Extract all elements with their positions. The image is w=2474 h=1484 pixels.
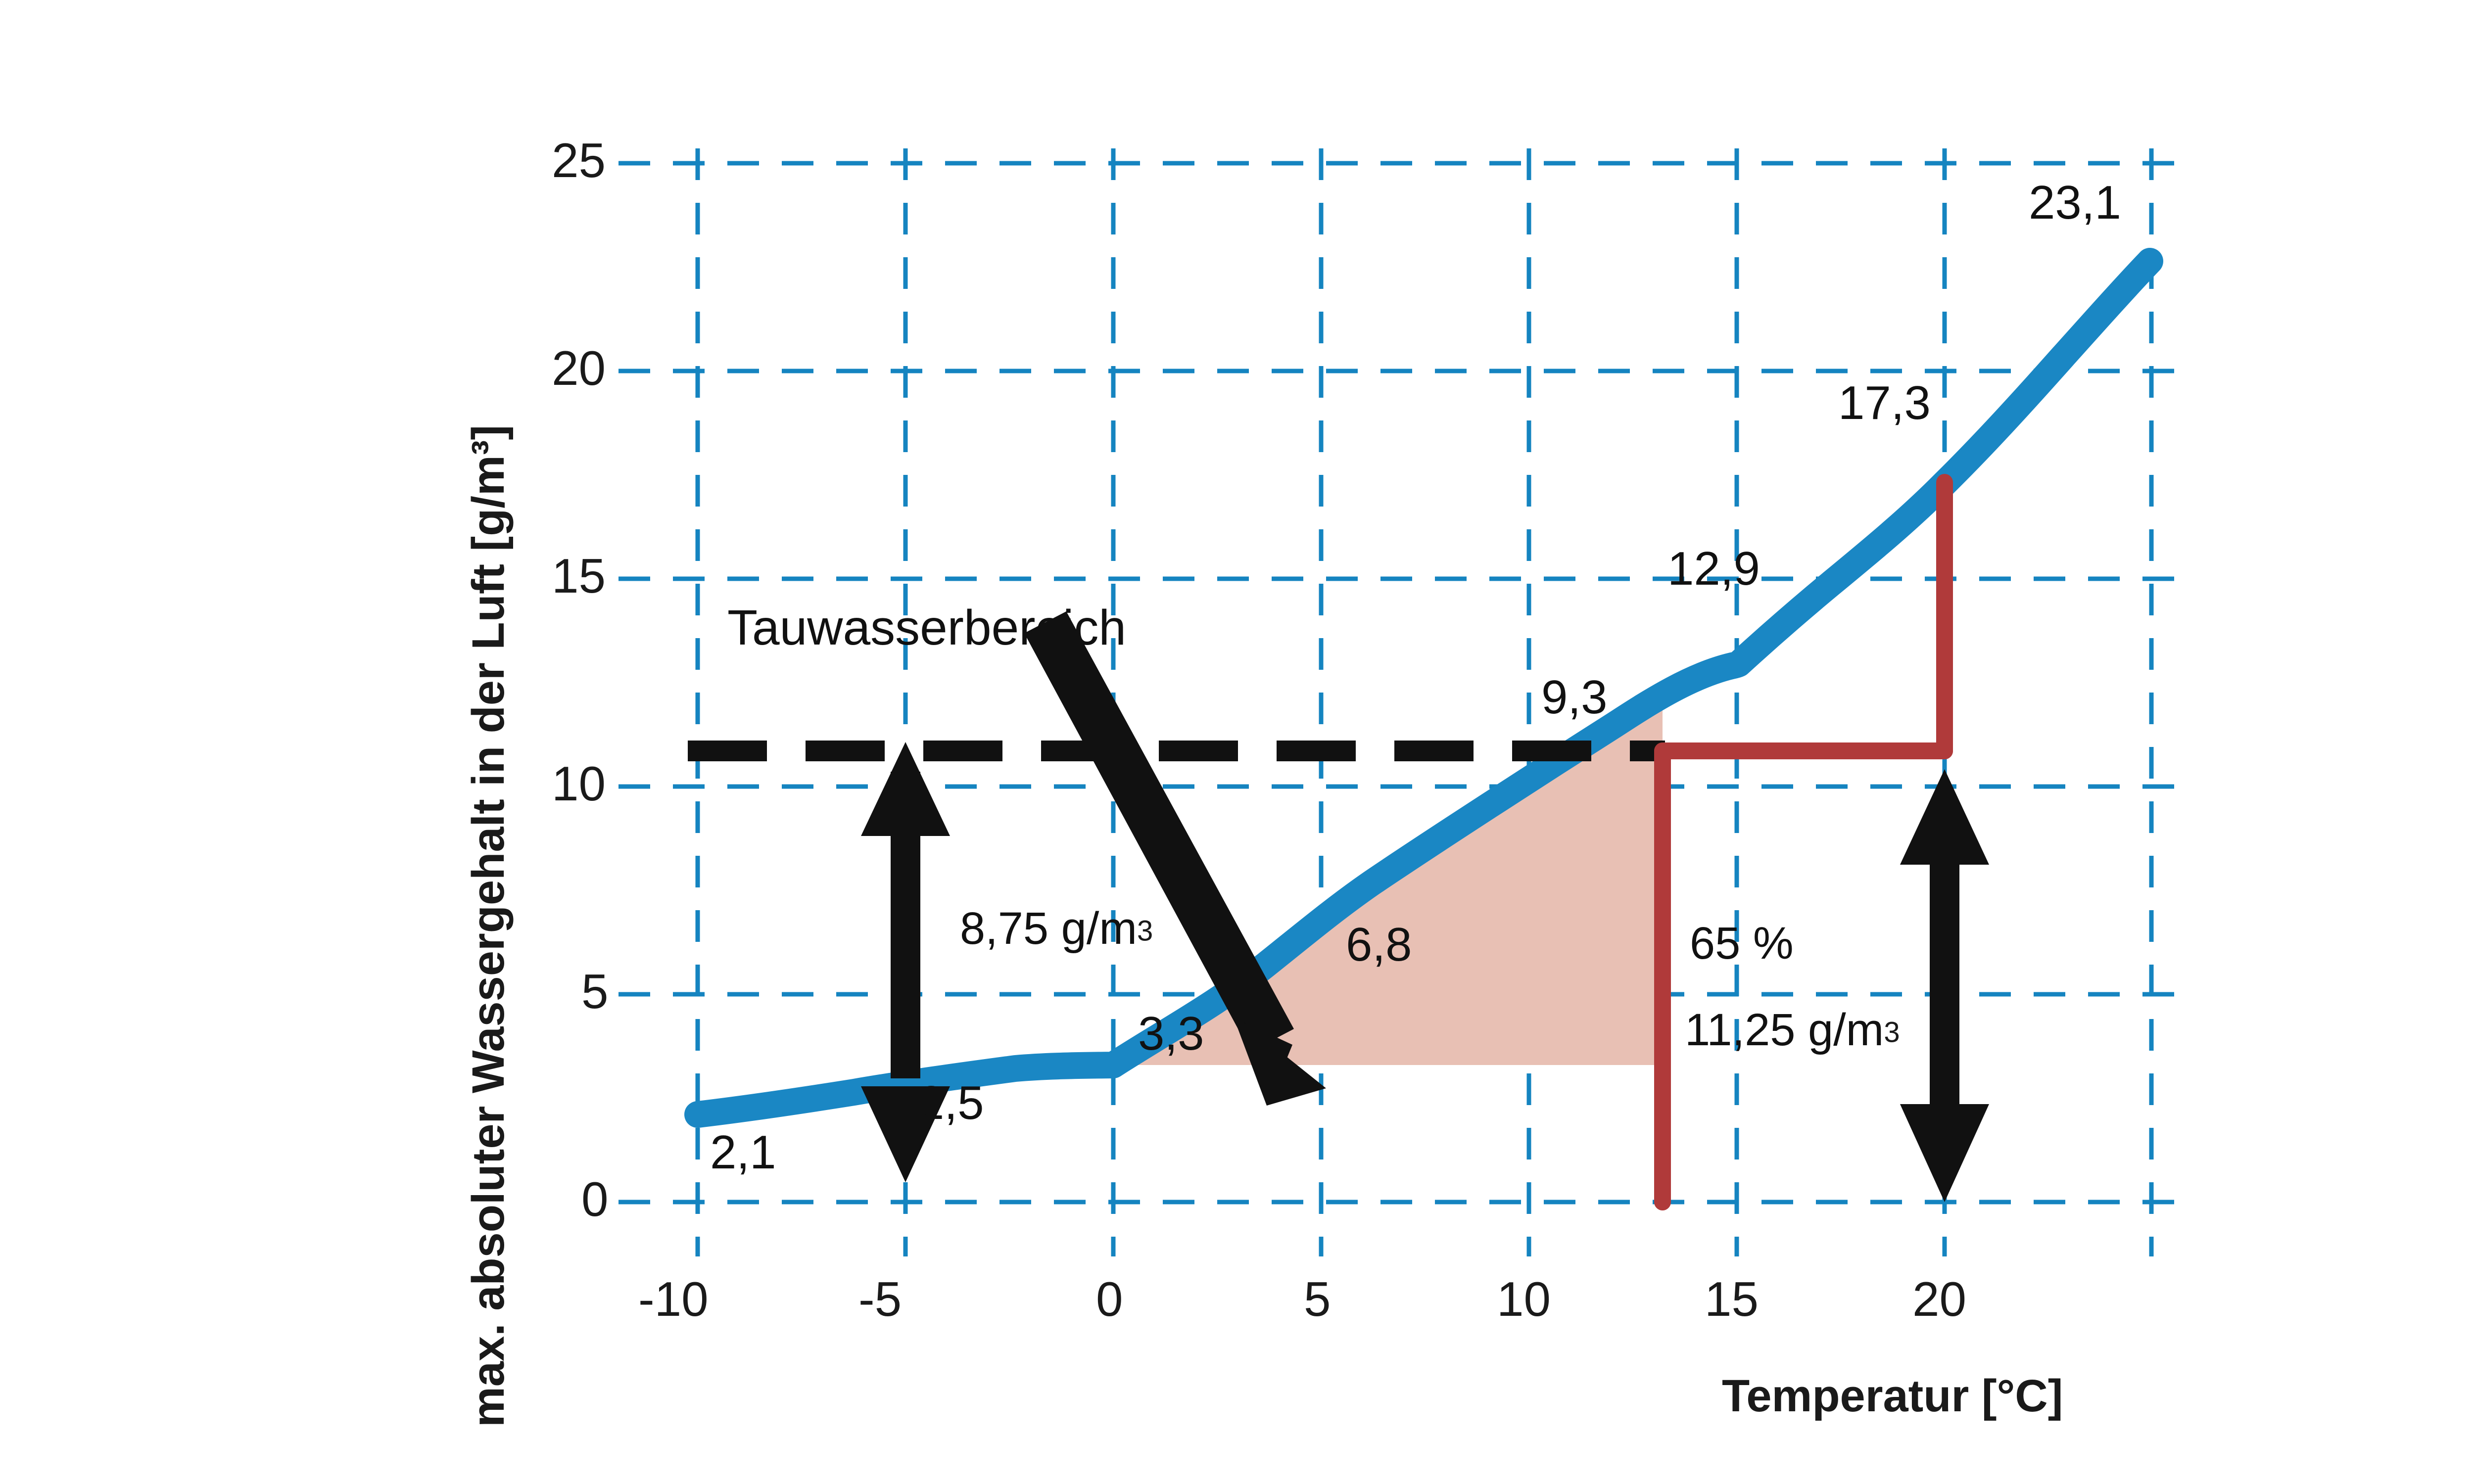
y-tick-25: 25: [552, 133, 606, 187]
absolute-humidity-value: 11,25 g/m: [1685, 1005, 1884, 1055]
delta-left-label: 8,75 g/m3: [960, 903, 1153, 955]
point-label-17-3: 17,3: [1838, 376, 1931, 429]
x-tick--5: -5: [858, 1272, 902, 1326]
point-label-3-3: 3,3: [1138, 1007, 1204, 1060]
point-label-6-8: 6,8: [1346, 918, 1412, 971]
y-tick-5: 5: [581, 964, 609, 1019]
x-tick-10: 10: [1497, 1272, 1551, 1326]
tauwasserbereich-label: Tauwasserbereich: [727, 600, 1126, 655]
x-tick--10: -10: [638, 1272, 709, 1326]
absolute-humidity-label: 11,25 g/m3: [1685, 1004, 1900, 1056]
y-tick-10: 10: [552, 756, 606, 811]
room-air-path: [1654, 474, 1953, 1210]
x-tick-20: 20: [1912, 1272, 1967, 1326]
y-tick-20: 20: [552, 341, 606, 395]
humidity-percent-label: 65 %: [1690, 918, 1794, 969]
y-tick-0: 0: [581, 1172, 609, 1226]
point-label-23-1: 23,1: [2029, 176, 2121, 229]
point-label-2-5: 2,5: [918, 1076, 984, 1129]
x-tick-5: 5: [1304, 1272, 1331, 1326]
right-double-arrow: [1900, 769, 1989, 1202]
left-double-arrow: [861, 742, 950, 1182]
point-label-2-1: 2,1: [710, 1126, 776, 1179]
point-label-9-3: 9,3: [1541, 671, 1608, 724]
delta-left-value: 8,75 g/m: [960, 903, 1137, 954]
point-label-12-9: 12,9: [1667, 542, 1760, 595]
tauwasserbereich-pointer-arrow: [1024, 611, 1326, 1106]
x-tick-0: 0: [1096, 1272, 1123, 1326]
x-axis-title: Temperatur [°C]: [1722, 1371, 2063, 1421]
delta-left-exponent: 3: [1137, 915, 1153, 947]
x-tick-15: 15: [1705, 1272, 1759, 1326]
y-axis-title: max. absoluter Wassergehalt in der Luft …: [463, 424, 514, 1427]
y-tick-15: 15: [552, 549, 606, 603]
absolute-humidity-exponent: 3: [1884, 1016, 1900, 1049]
